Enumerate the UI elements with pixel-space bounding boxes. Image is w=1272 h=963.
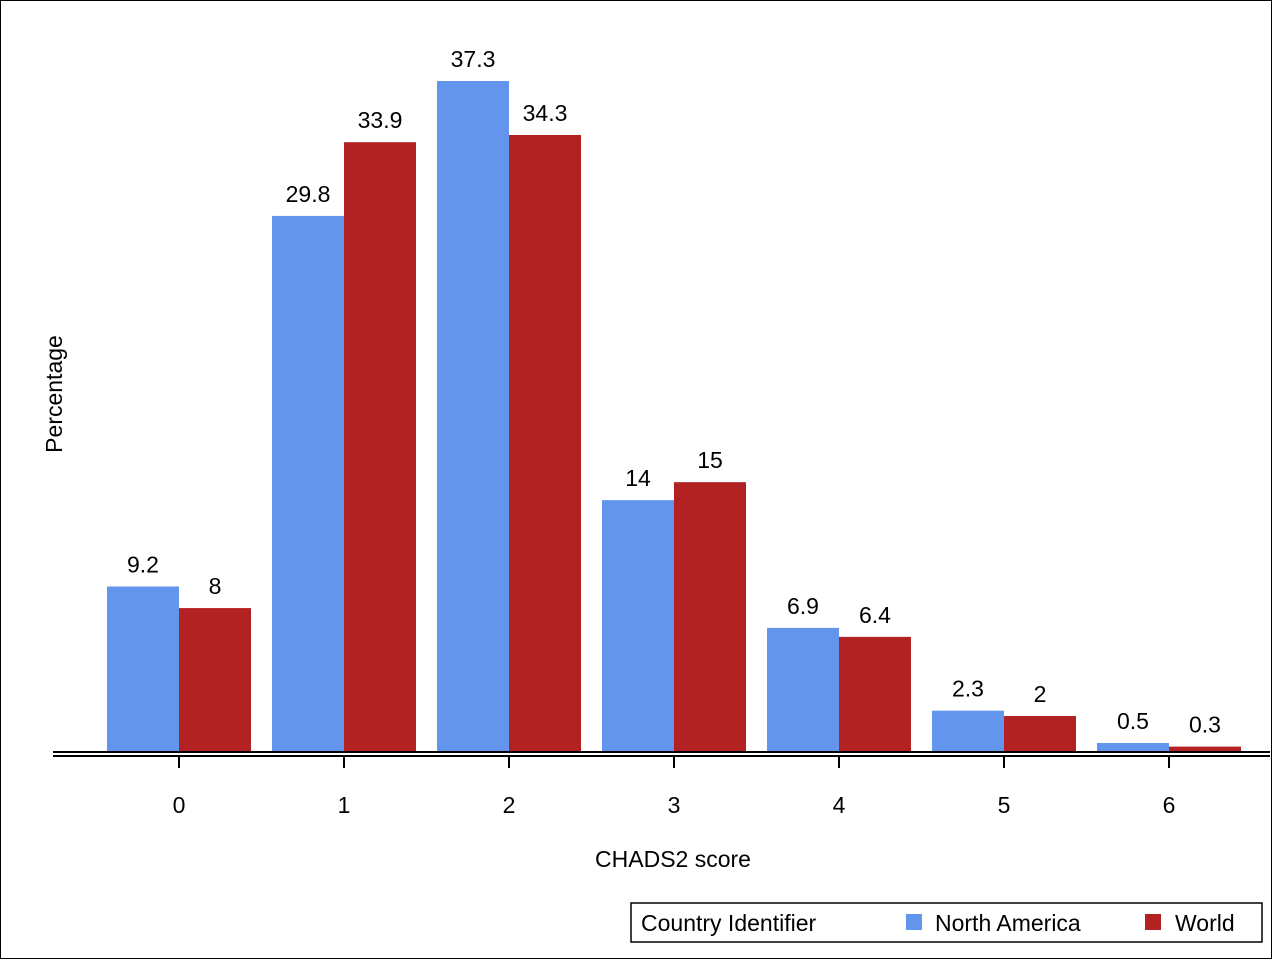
- bar-north-america-0: [107, 586, 179, 752]
- value-label-north-america-1: 29.8: [286, 181, 331, 207]
- x-tick-labels-group: 0 1 2 3 4 5 6: [173, 792, 1176, 818]
- x-tick-label-2: 2: [503, 792, 516, 818]
- value-label-world-5: 2: [1034, 681, 1047, 707]
- x-tick-label-5: 5: [998, 792, 1011, 818]
- value-label-north-america-0: 9.2: [127, 551, 159, 577]
- x-tick-label-4: 4: [833, 792, 846, 818]
- bar-north-america-3: [602, 500, 674, 752]
- value-label-world-3: 15: [697, 447, 723, 473]
- y-axis-label: Percentage: [41, 335, 67, 453]
- bar-north-america-4: [767, 627, 839, 752]
- value-label-north-america-5: 2.3: [952, 676, 984, 702]
- value-label-world-6: 0.3: [1189, 712, 1221, 738]
- value-label-world-2: 34.3: [523, 100, 568, 126]
- bar-north-america-5: [932, 710, 1004, 752]
- bar-north-america-2: [437, 81, 509, 752]
- x-tick-label-6: 6: [1163, 792, 1176, 818]
- legend: Country Identifier North America World: [630, 902, 1263, 943]
- bar-north-america-6: [1097, 743, 1169, 752]
- value-label-north-america-3: 14: [625, 465, 651, 491]
- value-label-world-4: 6.4: [859, 602, 891, 628]
- legend-label-world: World: [1175, 910, 1235, 936]
- bar-world-5: [1004, 716, 1076, 752]
- bar-world-0: [179, 608, 251, 752]
- legend-label-north-america: North America: [935, 910, 1081, 936]
- legend-swatch-north-america: [906, 914, 922, 930]
- bar-world-2: [509, 134, 581, 752]
- bar-world-6: [1169, 746, 1241, 752]
- legend-title: Country Identifier: [641, 910, 816, 936]
- bar-world-1: [344, 142, 416, 752]
- x-tick-label-0: 0: [173, 792, 186, 818]
- value-label-world-1: 33.9: [358, 107, 403, 133]
- legend-swatch-world: [1145, 914, 1161, 930]
- value-label-north-america-4: 6.9: [787, 593, 819, 619]
- x-tick-label-1: 1: [338, 792, 351, 818]
- bar-north-america-1: [272, 215, 344, 753]
- bar-world-3: [674, 482, 746, 752]
- x-axis: 0 1 2 3 4 5 6 CHADS2 score: [53, 751, 1270, 872]
- x-axis-label: CHADS2 score: [595, 846, 751, 872]
- value-label-world-0: 8: [209, 573, 222, 599]
- value-label-north-america-6: 0.5: [1117, 708, 1149, 734]
- x-ticks-group: [178, 756, 1170, 768]
- bars-group: [107, 81, 1241, 753]
- value-label-north-america-2: 37.3: [451, 46, 496, 72]
- bar-world-4: [839, 636, 911, 752]
- x-tick-label-3: 3: [668, 792, 681, 818]
- value-labels-group: 9.2 8 29.8 33.9 37.3 34.3 14 15 6.9 6.4 2.3 2 0.5 0.3: [127, 46, 1221, 738]
